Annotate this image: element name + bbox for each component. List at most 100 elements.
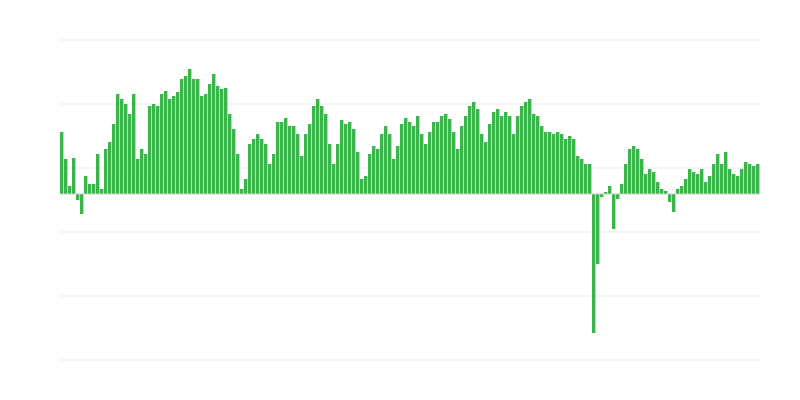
bar-76	[364, 176, 368, 194]
bar-14	[116, 94, 120, 194]
bar-118	[532, 114, 536, 194]
bar-133	[592, 194, 596, 333]
bar-161	[704, 182, 708, 194]
bar-65	[320, 106, 324, 194]
bar-147	[648, 169, 652, 194]
bar-131	[584, 164, 588, 194]
bar-23	[152, 104, 156, 194]
bar-109	[496, 109, 500, 194]
bar-92	[428, 132, 432, 194]
bar-171	[744, 162, 748, 194]
bar-139	[616, 194, 620, 199]
bar-18	[132, 94, 136, 194]
bar-129	[576, 156, 580, 194]
bar-81	[384, 126, 388, 194]
bar-9	[96, 154, 100, 194]
bar-78	[372, 146, 376, 194]
bar-3	[72, 158, 76, 194]
bar-75	[360, 179, 364, 194]
bar-53	[272, 154, 276, 194]
bar-144	[636, 149, 640, 194]
bar-20	[140, 149, 144, 194]
bar-58	[292, 126, 296, 194]
bar-138	[612, 194, 616, 229]
bar-136	[604, 192, 608, 194]
bar-66	[324, 114, 328, 194]
bar-34	[196, 79, 200, 194]
bar-45	[240, 189, 244, 194]
bar-169	[736, 176, 740, 194]
bar-96	[444, 114, 448, 194]
bar-134	[596, 194, 600, 264]
bar-137	[608, 186, 612, 194]
bar-60	[300, 156, 304, 194]
bar-168	[732, 174, 736, 194]
bar-99	[456, 149, 460, 194]
bar-112	[508, 116, 512, 194]
bar-122	[548, 132, 552, 194]
bar-11	[104, 149, 108, 194]
bar-73	[352, 129, 356, 194]
bar-16	[124, 104, 128, 194]
bar-26	[164, 91, 168, 194]
bar-8	[92, 184, 96, 194]
bar-31	[184, 76, 188, 194]
bar-71	[344, 124, 348, 194]
bar-170	[740, 169, 744, 194]
bar-69	[336, 144, 340, 194]
bar-115	[520, 106, 524, 194]
bar-116	[524, 102, 528, 194]
bar-164	[716, 154, 720, 194]
bar-160	[700, 169, 704, 194]
bar-174	[756, 164, 760, 194]
bar-117	[528, 99, 532, 194]
bar-52	[268, 164, 272, 194]
bar-10	[100, 189, 104, 194]
bar-156	[684, 179, 688, 194]
bar-119	[536, 116, 540, 194]
bar-149	[656, 182, 660, 194]
bar-95	[440, 116, 444, 194]
bar-154	[676, 189, 680, 194]
bar-67	[328, 144, 332, 194]
bar-159	[696, 174, 700, 194]
bar-124	[556, 132, 560, 194]
bar-121	[544, 132, 548, 194]
bar-50	[260, 139, 264, 194]
bar-62	[308, 124, 312, 194]
bar-35	[200, 96, 204, 194]
bar-104	[476, 109, 480, 194]
bar-37	[208, 84, 212, 194]
gridlines	[60, 39, 760, 361]
bar-42	[228, 114, 232, 194]
bar-59	[296, 134, 300, 194]
bar-143	[632, 146, 636, 194]
bar-57	[288, 126, 292, 194]
bar-72	[348, 122, 352, 194]
bar-29	[176, 92, 180, 194]
bar-27	[168, 99, 172, 194]
bar-55	[280, 122, 284, 194]
bar-74	[356, 152, 360, 194]
bar-151	[664, 191, 668, 194]
bar-2	[68, 186, 72, 194]
bar-98	[452, 132, 456, 194]
bar-51	[264, 144, 268, 194]
bar-103	[472, 102, 476, 194]
bar-120	[540, 126, 544, 194]
bar-114	[516, 116, 520, 194]
bar-172	[748, 164, 752, 194]
bar-166	[724, 152, 728, 194]
bar-41	[224, 88, 228, 194]
bar-101	[464, 116, 468, 194]
bar-84	[396, 146, 400, 194]
bar-47	[248, 144, 252, 194]
bar-1	[64, 159, 68, 194]
bar-6	[84, 176, 88, 194]
bar-44	[236, 154, 240, 194]
bar-63	[312, 106, 316, 194]
bar-0	[60, 132, 64, 194]
bar-25	[160, 94, 164, 194]
bar-146	[644, 174, 648, 194]
